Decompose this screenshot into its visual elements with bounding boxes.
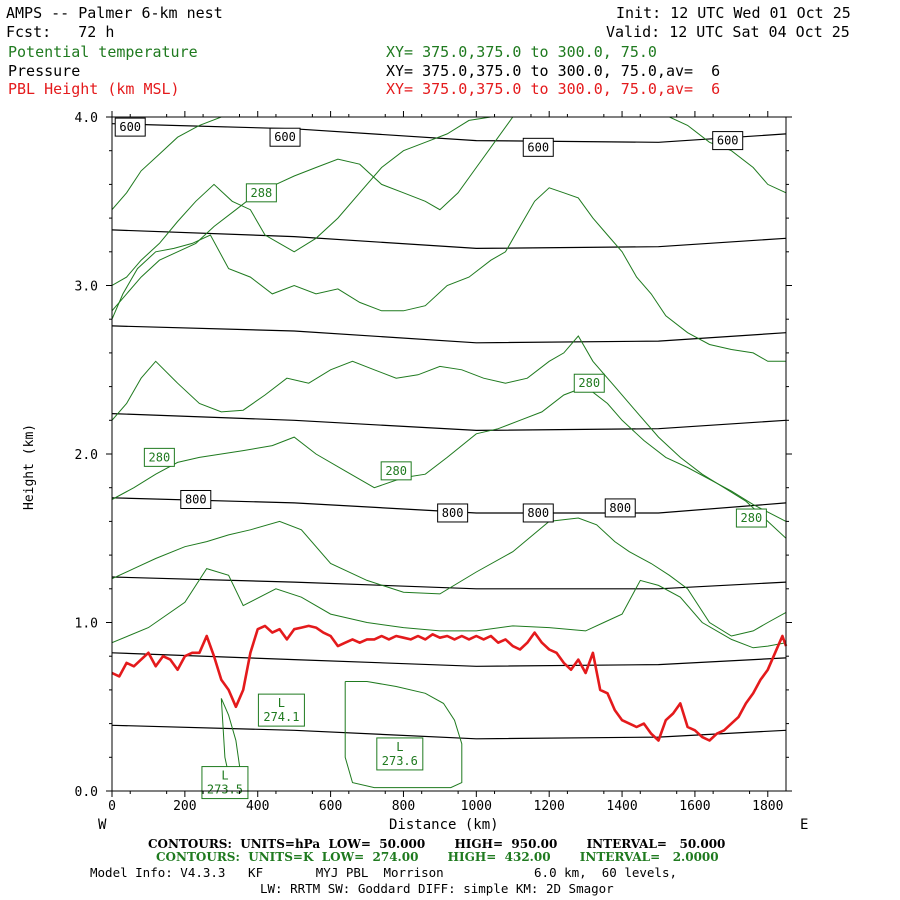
pressure-contour-label-text: 800 — [185, 492, 207, 506]
valid-time: Valid: 12 UTC Sat 04 Oct 25 — [606, 23, 850, 41]
x-tick-label: 200 — [173, 799, 196, 814]
theta-low-label-text: 273.6 — [382, 754, 418, 768]
theta-contour-label: 280 — [573, 373, 605, 393]
theta-low-label-text: 273.5 — [207, 783, 243, 797]
theta-contour-line — [112, 335, 786, 539]
pressure-contour-label-text: 600 — [717, 134, 739, 148]
pressure-contour-label-text: 600 — [119, 120, 141, 134]
init-time: Init: 12 UTC Wed 01 Oct 25 — [616, 4, 851, 22]
theta-low-label-text: L — [396, 740, 403, 754]
x-axis-west-label: W — [98, 817, 107, 833]
theta-contour-label-text: 280 — [149, 450, 171, 464]
x-tick-label: 1200 — [534, 799, 565, 814]
pressure-contour-line — [112, 123, 786, 143]
x-axis-label: Distance (km) — [389, 817, 499, 833]
field-pressure-name: Pressure — [8, 62, 81, 80]
theta-low-label-text: 274.1 — [263, 710, 299, 724]
theta-contour-label-text: 280 — [741, 511, 763, 525]
x-tick-label: 0 — [108, 799, 116, 814]
pressure-contour-line — [112, 325, 786, 344]
field-pbl-xy: XY= 375.0,375.0 to 300.0, 75.0,av= 6 — [386, 80, 721, 98]
theta-contour-label: 280 — [380, 461, 412, 481]
pressure-contour-label: 600 — [114, 117, 146, 137]
x-tick-label: 800 — [392, 799, 415, 814]
contour-labels: 600 600 600 600 800 800 800 800 288 280 280 280 280 L… — [114, 117, 767, 800]
pressure-contour-label: 600 — [522, 137, 554, 157]
pressure-contour-label-text: 600 — [274, 130, 296, 144]
y-tick-label: 0.0 — [75, 785, 98, 800]
pressure-contour-label-text: 800 — [442, 506, 464, 520]
y-tick-label: 4.0 — [75, 111, 98, 126]
x-tick-label: 1400 — [606, 799, 637, 814]
x-tick-label: 1000 — [461, 799, 492, 814]
pbl-height-line — [111, 624, 788, 742]
y-tick-label: 1.0 — [75, 617, 98, 632]
field-theta-xy: XY= 375.0,375.0 to 300.0, 75.0 — [386, 43, 657, 61]
pressure-contour-line — [112, 413, 786, 432]
axes: 0 200 400 600 800 1000 1200 1400 1600 1800 0.0 1.0 2… — [75, 111, 792, 814]
theta-contour-info: CONTOURS: UNITS=K LOW= 274.00 HIGH= 432.… — [156, 850, 719, 864]
plot-frame — [111, 116, 787, 792]
pressure-contour-line — [112, 652, 786, 667]
forecast-hour: Fcst: 72 h — [6, 23, 115, 41]
pressure-contour-label: 800 — [604, 498, 636, 518]
x-tick-label: 1600 — [679, 799, 710, 814]
y-tick-label: 3.0 — [75, 280, 98, 295]
theta-contour-label: 288 — [245, 183, 277, 203]
pressure-contour-label: 600 — [712, 131, 744, 151]
field-theta-name: Potential temperature — [8, 43, 198, 61]
theta-contour-label: 280 — [143, 447, 175, 467]
pressure-contour-label-text: 600 — [527, 140, 549, 154]
theta-closed-contour — [344, 681, 463, 789]
y-axis-label: Height (km) — [22, 423, 37, 510]
x-tick-label: 400 — [246, 799, 269, 814]
pbl-height-series — [111, 624, 788, 742]
pressure-contour-line — [112, 724, 786, 740]
x-axis-east-label: E — [800, 817, 809, 833]
theta-contour-line — [112, 117, 514, 312]
x-tick-label: 600 — [319, 799, 342, 814]
pressure-contour-line — [112, 576, 786, 590]
x-tick-label: 1800 — [752, 799, 783, 814]
y-tick-label: 2.0 — [75, 448, 98, 463]
theta-contour-label-text: 280 — [385, 464, 407, 478]
pressure-contour-label-text: 800 — [527, 506, 549, 520]
theta-contour-label: 280 — [735, 508, 767, 528]
theta-contour-line — [112, 187, 786, 362]
pressure-contour-line — [112, 497, 786, 514]
pressure-contour-label-text: 800 — [609, 501, 631, 515]
theta-contour-label-text: 280 — [578, 376, 600, 390]
theta-low-label-text: L — [278, 696, 285, 710]
model-info-line-1: Model Info: V4.3.3 KF MYJ PBL Morrison 6… — [90, 865, 677, 880]
field-pressure-xy: XY= 375.0,375.0 to 300.0, 75.0,av= 6 — [386, 62, 721, 80]
theta-contours — [112, 117, 786, 791]
theta-contour-label-text: 288 — [251, 186, 273, 200]
pressure-contour-line — [112, 229, 786, 250]
theta-contour-line — [112, 568, 786, 649]
chart-title: AMPS -- Palmer 6-km nest — [6, 4, 223, 22]
theta-contour-line — [112, 517, 786, 637]
pressure-contour-label: 800 — [180, 489, 212, 509]
pressure-contour-label: 600 — [269, 127, 301, 147]
theta-contour-line — [112, 117, 324, 211]
pressure-contour-label: 800 — [522, 503, 554, 523]
field-pbl-name: PBL Height (km MSL) — [8, 80, 180, 98]
pressure-contours — [112, 123, 786, 740]
pressure-contour-label: 800 — [437, 503, 469, 523]
model-info-line-2: LW: RRTM SW: Goddard DIFF: simple KM: 2D… — [260, 881, 614, 896]
theta-contour-line — [112, 386, 786, 522]
theta-low-label-text: L — [221, 769, 228, 783]
pressure-contour-info: CONTOURS: UNITS=hPa LOW= 50.000 HIGH= 95… — [148, 837, 726, 851]
theta-contour-line — [112, 117, 786, 286]
